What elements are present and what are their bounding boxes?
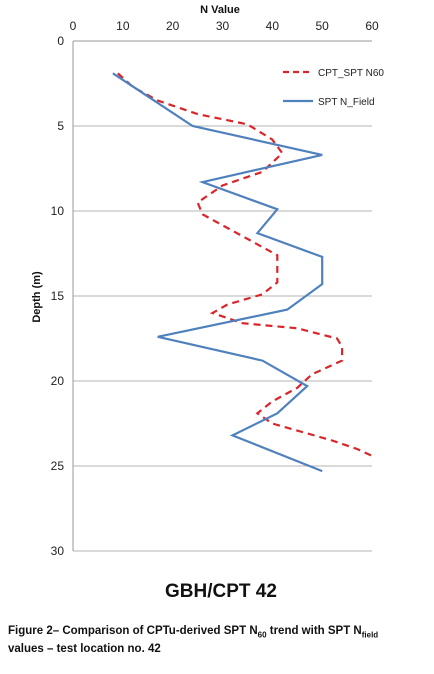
- chart-area: N Value 0 10 20 30 40 50 60 0 5 10 15 20 25 30 Depth…: [31, 4, 384, 602]
- y-tick-5: 5: [57, 119, 64, 133]
- y-tick-20: 20: [51, 374, 65, 388]
- caption-prefix: Figure 2– Comparison of CPTu-derived SPT…: [8, 625, 258, 637]
- x-axis-title: N Value: [200, 4, 240, 16]
- legend-label-spt: SPT N_Field: [318, 97, 375, 108]
- caption-line2: values – test location no. 42: [8, 643, 161, 656]
- x-tick-10: 10: [116, 19, 130, 33]
- y-tick-10: 10: [51, 204, 65, 218]
- figure-caption: Figure 2– Comparison of CPTu-derived SPT…: [8, 624, 428, 657]
- caption-sub-60: 60: [257, 630, 267, 640]
- y-tick-0: 0: [57, 34, 64, 48]
- y-tick-25: 25: [51, 459, 65, 473]
- x-tick-0: 0: [70, 19, 77, 33]
- x-tick-60: 60: [365, 19, 379, 33]
- y-axis-title: Depth (m): [31, 271, 43, 323]
- x-tick-30: 30: [216, 19, 230, 33]
- y-tick-15: 15: [51, 289, 65, 303]
- legend-label-cpt: CPT_SPT N60: [318, 68, 384, 79]
- caption-sub-field: field: [361, 630, 379, 640]
- x-tick-50: 50: [315, 19, 329, 33]
- series-lines: [112, 72, 373, 473]
- x-tick-labels: 0 10 20 30 40 50 60: [70, 19, 379, 33]
- chart-subtitle: GBH/CPT 42: [165, 581, 277, 602]
- y-tick-labels: 0 5 10 15 20 25 30: [51, 34, 65, 558]
- legend: CPT_SPT N60 SPT N_Field: [283, 68, 384, 108]
- y-tick-30: 30: [51, 544, 65, 558]
- caption-middle: trend with SPT N: [266, 625, 362, 637]
- series-line-cpt-spt-n60: [117, 72, 373, 457]
- x-tick-20: 20: [166, 19, 180, 33]
- series-line-spt-n-field: [112, 72, 324, 473]
- gridlines: [73, 40, 372, 552]
- x-tick-40: 40: [266, 19, 280, 33]
